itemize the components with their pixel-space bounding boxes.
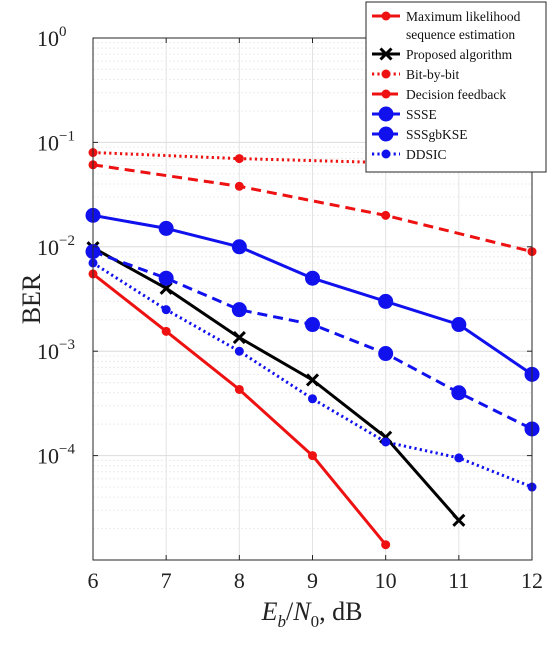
- series-line: [92, 246, 460, 522]
- x-tick-label: 11: [448, 568, 469, 593]
- legend-entry-0: Maximum likelihood sequence estimation: [372, 9, 521, 42]
- data-point: [381, 540, 391, 550]
- legend-entry-2: Bit-by-bit: [372, 67, 459, 82]
- x-tick-label: 10: [375, 568, 397, 593]
- data-point: [305, 317, 320, 333]
- y-tick-label: 10−4: [37, 442, 75, 469]
- legend: Maximum likelihood sequence estimation Pro…: [365, 1, 547, 173]
- y-tick-label: 100: [37, 24, 67, 51]
- legend-marker: [378, 106, 394, 122]
- data-point: [234, 384, 244, 394]
- series-6: [88, 258, 537, 492]
- data-point: [234, 346, 244, 356]
- x-tick-label: 6: [88, 568, 99, 593]
- data-point: [451, 317, 467, 333]
- legend-entry-4: SSSE: [372, 106, 437, 122]
- data-point: [161, 305, 171, 315]
- data-point: [454, 453, 464, 463]
- data-point: [158, 270, 174, 286]
- legend-marker: [378, 126, 394, 142]
- legend-label: sequence estimation: [406, 27, 515, 42]
- marker-stroke: [452, 513, 466, 527]
- legend-marker: [381, 11, 391, 21]
- marker-stroke: [232, 331, 246, 345]
- x-tick-label: 8: [234, 568, 245, 593]
- x-tick-label: 12: [521, 568, 543, 593]
- data-point: [305, 373, 320, 387]
- data-point: [452, 513, 466, 527]
- legend-marker: [379, 47, 393, 61]
- legend-marker: [381, 149, 391, 159]
- data-point: [234, 154, 244, 164]
- data-point: [305, 270, 320, 286]
- legend-label: Decision feedback: [406, 87, 506, 102]
- legend-label: SSSgbKSE: [406, 127, 468, 142]
- data-point: [231, 239, 247, 255]
- series-4: [85, 207, 540, 382]
- y-tick-label: 10−1: [37, 128, 75, 155]
- legend-entry-1: Proposed algorithm: [372, 47, 513, 62]
- series-line: [92, 163, 533, 254]
- data-point: [161, 326, 171, 336]
- series-5: [85, 244, 540, 437]
- legend-box: [365, 1, 547, 173]
- data-point: [451, 385, 467, 401]
- legend-label: SSSE: [406, 107, 437, 122]
- legend-marker: [381, 89, 391, 99]
- legend-label: Proposed algorithm: [406, 47, 513, 62]
- y-tick-label: 10−3: [37, 337, 75, 364]
- series-0: [88, 269, 391, 550]
- legend-marker: [381, 69, 391, 79]
- legend-label: Bit-by-bit: [406, 67, 459, 82]
- data-point: [308, 394, 317, 404]
- data-point: [231, 302, 247, 318]
- series-layer: [85, 148, 540, 550]
- data-point: [378, 293, 394, 309]
- y-axis-label: BER: [17, 273, 46, 324]
- data-point: [378, 346, 394, 362]
- data-point: [308, 451, 317, 461]
- data-point: [232, 331, 246, 345]
- x-axis-label: Eb/N0, dB: [261, 597, 363, 631]
- y-tick-label: 10−2: [37, 233, 75, 260]
- x-tick-label: 7: [161, 568, 172, 593]
- legend-label: Maximum likelihood: [406, 9, 521, 24]
- data-point: [158, 220, 174, 236]
- legend-entry-3: Decision feedback: [372, 87, 506, 102]
- series-3: [88, 160, 537, 257]
- marker-stroke: [305, 373, 320, 387]
- legend-label: DDSIC: [406, 147, 447, 162]
- x-tick-label: 9: [307, 568, 318, 593]
- data-point: [234, 181, 244, 191]
- data-point: [381, 210, 391, 220]
- legend-entry-5: SSSgbKSE: [372, 126, 468, 142]
- legend-entry-6: DDSIC: [372, 147, 447, 162]
- data-point: [381, 437, 391, 447]
